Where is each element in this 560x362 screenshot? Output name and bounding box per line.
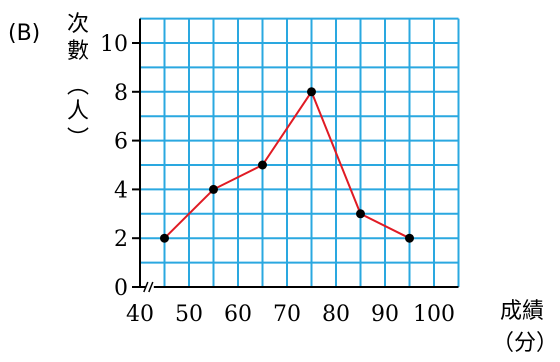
x-tick-label: 70: [273, 302, 301, 327]
x-tick-label: 40: [126, 302, 154, 327]
x-tick-label: 80: [322, 302, 350, 327]
x-tick-label: 90: [371, 302, 399, 327]
axes: [132, 18, 459, 293]
data-series: [160, 87, 414, 243]
y-tick-label: 4: [114, 178, 128, 203]
y-axis-label: 次 數 ︵ 人 ︶: [67, 12, 89, 152]
y-axis-label-char: 次: [67, 12, 89, 37]
x-tick-label: 50: [175, 302, 203, 327]
grid: [140, 17, 460, 287]
data-point: [405, 233, 414, 243]
axis-break-mark: [143, 281, 149, 293]
panel-label: (B): [8, 21, 40, 46]
data-point: [307, 87, 316, 97]
y-axis-label-char: 人: [67, 99, 89, 124]
data-point: [258, 160, 267, 170]
y-tick-label: 0: [114, 276, 128, 301]
x-axis-label-line: （分）: [492, 331, 558, 356]
x-axis-label-line: 成績: [500, 299, 544, 324]
axis-break-mark: [148, 281, 154, 293]
data-point: [356, 209, 365, 219]
axis-break-gap: [145, 281, 154, 293]
y-tick-label: 10: [100, 32, 128, 57]
y-axis-label-char: ︵: [67, 74, 89, 99]
y-tick-label: 6: [114, 130, 128, 155]
y-axis-label-char: 數: [67, 39, 89, 64]
y-tick-label: 2: [114, 227, 128, 252]
data-point: [160, 233, 169, 243]
series-line: [163, 89, 410, 240]
x-tick-label: 100: [413, 302, 455, 327]
x-axis-label: 成績 （分）: [492, 299, 558, 356]
y-tick-label: 8: [114, 81, 128, 106]
y-axis-label-char: ︶: [67, 127, 89, 152]
tick-labels: 0 2 4 6 8 10 40 50 60 70 80 90 100: [100, 32, 455, 327]
data-point: [209, 184, 218, 194]
x-tick-label: 60: [224, 302, 252, 327]
